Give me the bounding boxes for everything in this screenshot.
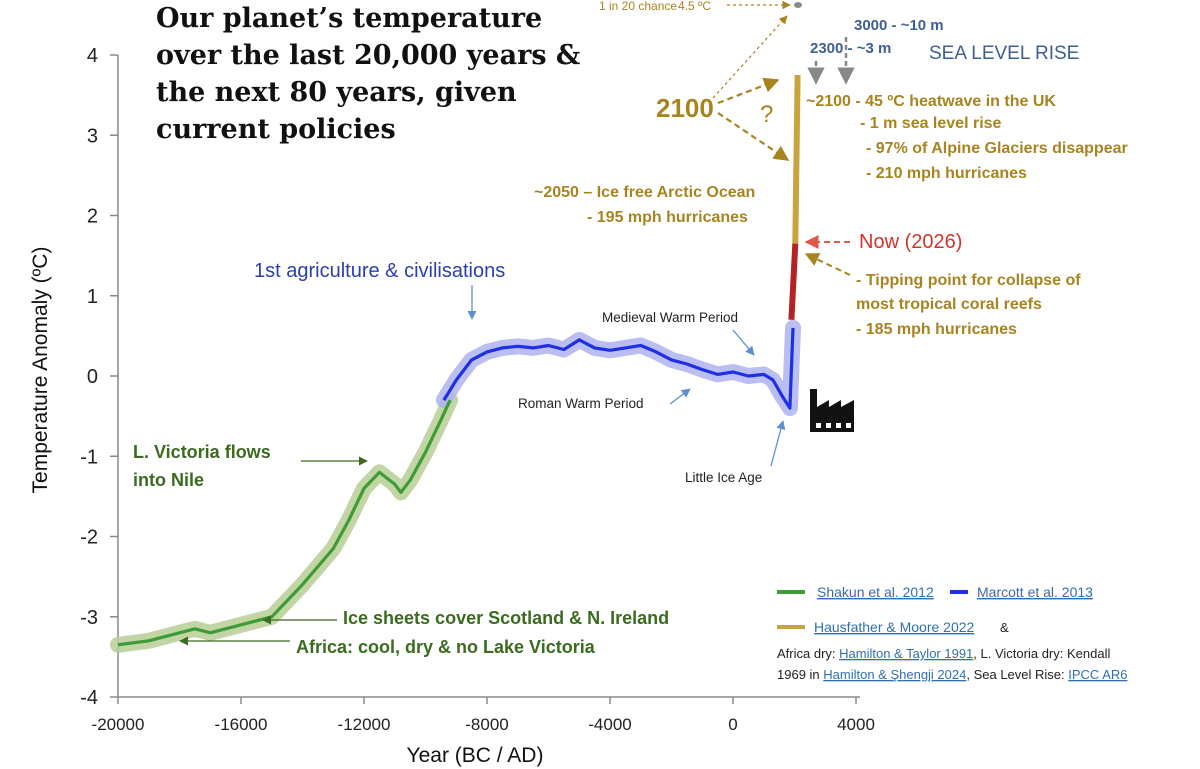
legend-marcott[interactable]: Marcott et al. 2013 bbox=[977, 584, 1093, 600]
series-line-0 bbox=[117, 399, 452, 647]
x-tick-label: 4000 bbox=[837, 715, 875, 734]
chance-label: 1 in 20 chance bbox=[599, 0, 677, 13]
y2100-item-3: - 97% of Alpine Glaciers disappear bbox=[866, 140, 1128, 157]
y2100-item-1: ~2100 - 45 ºC heatwave in the UK bbox=[806, 93, 1056, 110]
arrow-2100-down bbox=[717, 112, 790, 161]
question-mark: ? bbox=[760, 101, 773, 128]
x-tick-label: 0 bbox=[728, 715, 737, 734]
legend-shakun[interactable]: Shakun et al. 2012 bbox=[817, 584, 934, 600]
title-line-4: current policies bbox=[156, 114, 396, 145]
roman-arrow bbox=[669, 388, 691, 405]
y-tick-label: -1 bbox=[80, 446, 98, 468]
slr-2300: 2300 - ~3 m bbox=[810, 40, 891, 57]
africa-label: Africa: cool, dry & no Lake Victoria bbox=[296, 637, 596, 657]
legend-hausfather[interactable]: Hausfather & Moore 2022 bbox=[814, 619, 975, 635]
medieval-label: Medieval Warm Period bbox=[602, 310, 738, 325]
ice-sheets-label: Ice sheets cover Scotland & N. Ireland bbox=[343, 608, 669, 628]
sources-line-2: 1969 in Hamilton & Şhengji 2024, Sea Lev… bbox=[777, 667, 1128, 682]
series-line-3 bbox=[788, 243, 799, 320]
y-tick-label: -3 bbox=[80, 607, 98, 629]
slr-title: SEA LEVEL RISE bbox=[929, 43, 1079, 64]
y2100-item-4: - 210 mph hurricanes bbox=[866, 165, 1027, 182]
sources-line-1: Africa dry: Hamilton & Taylor 1991, L. V… bbox=[777, 646, 1110, 661]
now-label: Now (2026) bbox=[859, 231, 962, 253]
chance-value: 4.5 ºC bbox=[678, 0, 711, 13]
uncertainty-bands bbox=[110, 319, 801, 653]
y2050-line-2: - 195 mph hurricanes bbox=[587, 209, 748, 226]
x-tick-label: -8000 bbox=[465, 715, 508, 734]
x-tick-label: -20000 bbox=[92, 715, 145, 734]
y-tick-label: 2 bbox=[87, 206, 98, 228]
chance-line bbox=[712, 15, 788, 99]
chance-marker bbox=[794, 2, 802, 8]
tipping-line-2: most tropical coral reefs bbox=[856, 296, 1042, 313]
y-tick-label: 3 bbox=[87, 125, 98, 147]
label-2100: 2100 bbox=[656, 93, 714, 123]
agriculture-label: 1st agriculture & civilisations bbox=[254, 260, 505, 282]
y-tick-label: 0 bbox=[87, 366, 98, 388]
little-ice-age-arrow bbox=[770, 420, 786, 467]
title-line-1: Our planet’s temperature bbox=[156, 3, 542, 34]
title-line-3: the next 80 years, given bbox=[156, 77, 517, 108]
legend-amp: & bbox=[1000, 620, 1009, 635]
x-axis-title: Year (BC / AD) bbox=[407, 744, 544, 767]
x-tick-label: -4000 bbox=[588, 715, 631, 734]
factory-icon bbox=[810, 389, 854, 432]
tipping-arrow bbox=[804, 253, 851, 276]
y-tick-label: 4 bbox=[87, 45, 98, 67]
victoria-label-line-1: L. Victoria flows bbox=[133, 442, 271, 462]
legend: Shakun et al. 2012 Marcott et al. 2013 H… bbox=[777, 584, 1128, 682]
little-ice-age-label: Little Ice Age bbox=[685, 470, 762, 485]
y-tick-label: -4 bbox=[80, 687, 98, 709]
x-tick-label: -16000 bbox=[215, 715, 268, 734]
source-link-hamilton-shengji[interactable]: Hamilton & Şhengji 2024 bbox=[823, 667, 966, 682]
source-link-ipcc[interactable]: IPCC AR6 bbox=[1068, 667, 1127, 682]
y-axis-title: Temperature Anomaly (ºC) bbox=[29, 247, 52, 494]
medieval-arrow bbox=[732, 329, 755, 356]
y-tick-label: -2 bbox=[80, 527, 98, 549]
series-lines bbox=[117, 75, 801, 647]
series-line-1 bbox=[442, 327, 795, 410]
chart-title: Our planet’s temperature over the last 2… bbox=[156, 3, 580, 145]
x-tick-label: -12000 bbox=[338, 715, 391, 734]
y2050-line-1: ~2050 – Ice free Arctic Ocean bbox=[534, 184, 755, 201]
victoria-label-line-2: into Nile bbox=[133, 470, 204, 490]
y2100-item-2: - 1 m sea level rise bbox=[860, 115, 1002, 132]
title-line-2: over the last 20,000 years & bbox=[156, 40, 580, 71]
series-line-2 bbox=[792, 75, 801, 244]
roman-label: Roman Warm Period bbox=[518, 396, 644, 411]
y-tick-label: 1 bbox=[87, 286, 98, 308]
source-link-hamilton-taylor[interactable]: Hamilton & Taylor 1991 bbox=[839, 646, 973, 661]
y-ticks: -4 -3 -2 -1 0 1 2 3 4 bbox=[80, 45, 118, 709]
arrow-2100-up bbox=[717, 77, 780, 105]
x-ticks: -20000 -16000 -12000 -8000 -4000 0 4000 bbox=[92, 697, 875, 734]
tipping-line-1: - Tipping point for collapse of bbox=[856, 272, 1081, 289]
slr-3000: 3000 - ~10 m bbox=[854, 17, 944, 34]
tipping-line-3: - 185 mph hurricanes bbox=[856, 321, 1017, 338]
